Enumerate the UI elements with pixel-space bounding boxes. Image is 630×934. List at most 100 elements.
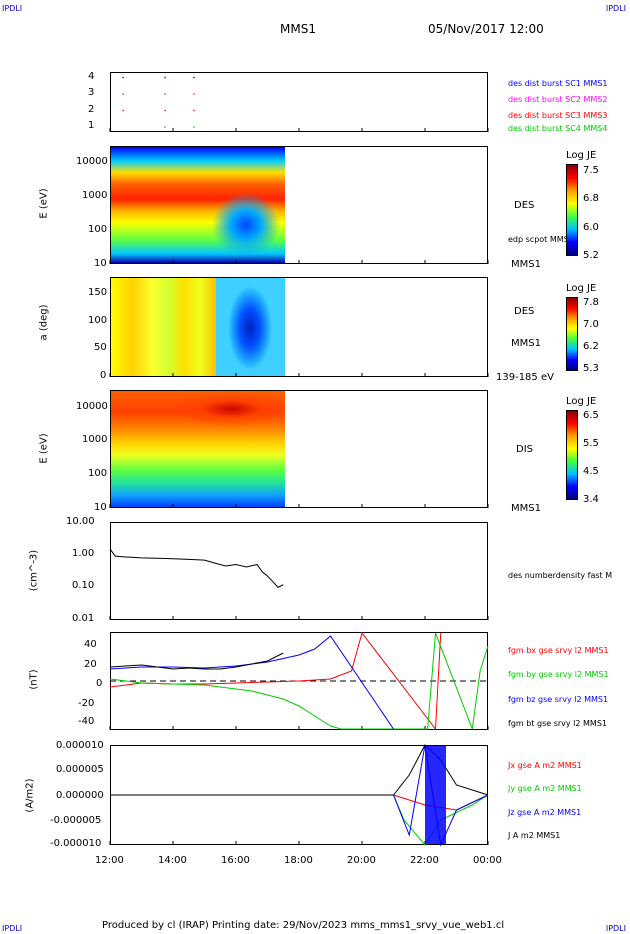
current-legend-jx: Jx gse A m2 MMS1 xyxy=(508,761,582,770)
bfield-legend-bt: fgm bt gse srvy l2 MMS1 xyxy=(508,719,607,728)
bfield-ytick: 0 xyxy=(96,678,103,689)
burst-marker xyxy=(164,76,166,79)
corner-tl: IPDLI xyxy=(2,4,23,13)
colorbar-tick: 6.5 xyxy=(583,410,599,421)
burst-ytick: 3 xyxy=(88,87,95,98)
current-ytick: -0.000010 xyxy=(50,838,102,849)
dis-energy-panel xyxy=(110,390,488,508)
dis-energy-ytick: 1000 xyxy=(82,434,108,445)
density-ytick: 1.00 xyxy=(72,548,95,559)
colorbar-tick: 7.5 xyxy=(583,165,599,176)
time-tick-label: 00:00 xyxy=(473,855,502,866)
colorbar xyxy=(566,164,578,256)
corner-tr: IPDLI xyxy=(605,4,626,13)
density-panel xyxy=(110,522,488,620)
burst-legend-mms1: des dist burst SC1 MMS1 xyxy=(508,79,608,88)
page-title: MMS1 xyxy=(280,22,316,36)
colorbar-tick: 5.2 xyxy=(583,250,599,261)
corner-br: IPDLI xyxy=(605,924,626,933)
bfield-legend-bz: fgm bz gse srvy l2 MMS1 xyxy=(508,695,609,704)
dis-energy-species-label: DIS xyxy=(516,444,533,455)
des-energy-ytick: 100 xyxy=(88,224,108,235)
des-energy-heatmap xyxy=(111,147,285,263)
burst-marker xyxy=(164,126,166,128)
current-ytick: 0.000010 xyxy=(56,740,104,751)
colorbar-tick: 7.0 xyxy=(583,319,599,330)
current-ytick: -0.000005 xyxy=(50,815,102,826)
des-pitch-ytick: 150 xyxy=(88,287,108,298)
des-energy-sc-label: MMS1 xyxy=(511,259,541,270)
bfield-line xyxy=(109,632,489,730)
des-energy-panel xyxy=(110,146,488,264)
dis-energy-sc-label: MMS1 xyxy=(511,503,541,514)
burst-marker xyxy=(164,109,166,112)
dis-energy-ytick: 100 xyxy=(88,468,108,479)
bfield-legend-bx: fgm bx gse srvy l2 MMS1 xyxy=(508,646,609,655)
des-energy-species-label: DES xyxy=(514,200,535,211)
burst-marker xyxy=(122,109,124,112)
des-energy-ytick: 10 xyxy=(94,258,107,269)
density-legend: des numberdensity fast M xyxy=(508,571,613,580)
time-tick-label: 14:00 xyxy=(158,855,187,866)
burst-marker xyxy=(193,126,195,128)
current-legend-j: J A m2 MMS1 xyxy=(508,831,561,840)
page-date: 05/Nov/2017 12:00 xyxy=(428,22,544,36)
burst-marker xyxy=(193,109,195,112)
colorbar-tick: 6.0 xyxy=(583,222,599,233)
des-pitch-ytick: 50 xyxy=(94,342,107,353)
colorbar-tick: 6.2 xyxy=(583,341,599,352)
bfield-ytick: 20 xyxy=(84,659,97,670)
burst-marker xyxy=(122,93,124,95)
des-pitch-ytick: 100 xyxy=(88,315,108,326)
colorbar-title: Log JE xyxy=(566,150,597,161)
time-tick-label: 22:00 xyxy=(410,855,439,866)
current-ytick: 0.000005 xyxy=(56,764,104,775)
burst-legend-mms4: des dist burst SC4 MMS4 xyxy=(508,124,608,133)
des-pitch-sc-label: MMS1 xyxy=(511,338,541,349)
des-pitch-heatmap-low xyxy=(216,278,285,376)
burst-marker xyxy=(193,93,195,95)
density-ytick: 0.10 xyxy=(72,580,95,591)
dis-energy-ytick: 10 xyxy=(94,502,107,513)
colorbar-tick: 6.8 xyxy=(583,193,599,204)
colorbar xyxy=(566,410,578,500)
burst-legend-mms2: des dist burst SC2 MMS2 xyxy=(508,95,608,104)
corner-bl: IPDLI xyxy=(2,924,23,933)
footer-credit: Produced by cl (IRAP) Printing date: 29/… xyxy=(102,920,505,931)
bfield-legend-by: fgm by gse srvy l2 MMS1 xyxy=(508,670,609,679)
burst-marker xyxy=(164,93,166,95)
colorbar-tick: 5.5 xyxy=(583,438,599,449)
des-pitch-panel xyxy=(110,277,488,377)
burst-ytick: 2 xyxy=(88,104,95,115)
colorbar-title: Log JE xyxy=(566,396,597,407)
colorbar-tick: 7.8 xyxy=(583,297,599,308)
burst-marker xyxy=(122,76,124,79)
bfield-line xyxy=(109,652,284,670)
des-energy-scpot-label: edp scpot MMS1 xyxy=(508,235,574,244)
burst-legend-mms3: des dist burst SC3 MMS3 xyxy=(508,111,608,120)
colorbar-tick: 4.5 xyxy=(583,466,599,477)
density-line xyxy=(109,548,284,588)
des-pitch-species-label: DES xyxy=(514,306,535,317)
burst-ytick: 1 xyxy=(88,120,95,131)
burst-ytick: 4 xyxy=(88,71,95,82)
burst-marker xyxy=(193,76,195,79)
density-ytick: 0.01 xyxy=(72,613,95,624)
current-ytick: 0.000000 xyxy=(56,790,104,801)
density-ytick: 10.00 xyxy=(66,516,95,527)
bfield-ytick: 40 xyxy=(84,639,97,650)
current-burst-band xyxy=(425,746,446,844)
des-pitch-ytick: 0 xyxy=(100,370,107,381)
des-pitch-heatmap-high xyxy=(111,278,216,376)
time-tick-label: 18:00 xyxy=(284,855,313,866)
colorbar-title: Log JE xyxy=(566,283,597,294)
colorbar-tick: 5.3 xyxy=(583,363,599,374)
time-tick-label: 16:00 xyxy=(221,855,250,866)
current-legend-jz: Jz gse A m2 MMS1 xyxy=(508,808,582,817)
current-legend-jy: Jy gse A m2 MMS1 xyxy=(508,784,582,793)
colorbar xyxy=(566,297,578,371)
bfield-ytick: -40 xyxy=(78,716,95,727)
time-tick-label: 12:00 xyxy=(95,855,124,866)
dis-energy-heatmap xyxy=(111,391,285,507)
